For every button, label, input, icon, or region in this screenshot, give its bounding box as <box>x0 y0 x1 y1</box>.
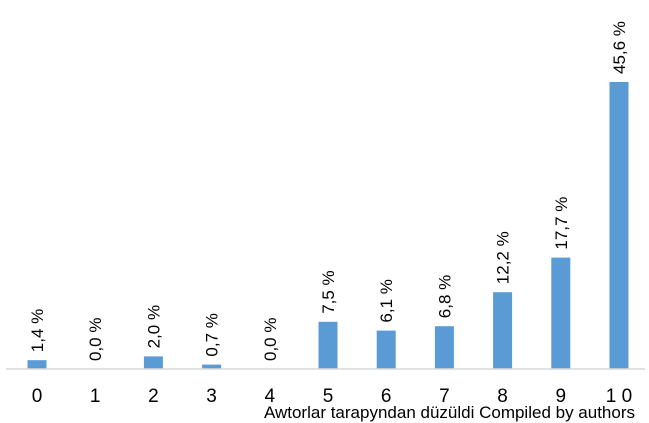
data-label-2: 2,0 % <box>144 305 163 348</box>
x-tick-label-3: 3 <box>206 386 217 407</box>
data-label-1: 0,0 % <box>86 318 105 361</box>
bar-6 <box>376 330 396 369</box>
data-label-7: 6,8 % <box>435 275 454 318</box>
x-tick-label-0: 0 <box>32 386 43 407</box>
data-label-8: 12,2 % <box>494 231 513 284</box>
bar-10 <box>609 82 629 369</box>
bar-0 <box>27 360 47 369</box>
x-tick-label-7: 7 <box>439 386 450 407</box>
bar-9 <box>551 257 571 369</box>
x-tick-label-4: 4 <box>265 386 276 407</box>
bar-5 <box>318 321 338 369</box>
data-label-3: 0,7 % <box>203 313 222 356</box>
data-label-4: 0,0 % <box>261 318 280 361</box>
x-tick-label-2: 2 <box>148 386 159 407</box>
data-label-9: 17,7 % <box>552 197 571 250</box>
x-tick-labels: 0 1 2 3 4 5 6 7 8 9 1 0 <box>32 386 633 407</box>
data-label-10: 45,6 % <box>610 21 629 74</box>
x-tick-label-1: 1 <box>90 386 101 407</box>
x-tick-label-8: 8 <box>497 386 508 407</box>
data-label-6: 6,1 % <box>377 279 396 322</box>
bar-8 <box>493 292 513 369</box>
data-label-5: 7,5 % <box>319 270 338 313</box>
x-tick-label-6: 6 <box>381 386 392 407</box>
bar-2 <box>143 356 163 369</box>
source-note: Awtorlar tarapyndan düzüldi Compiled by … <box>263 403 635 422</box>
bars-group <box>27 82 629 369</box>
x-tick-label-10: 1 0 <box>606 386 632 407</box>
x-tick-label-9: 9 <box>556 386 567 407</box>
x-tick-label-5: 5 <box>323 386 334 407</box>
data-label-0: 1,4 % <box>28 309 47 352</box>
data-labels: 1,4 % 0,0 % 2,0 % 0,7 % 0,0 % 7,5 % 6,1 % 6,8 %… <box>28 21 629 361</box>
bar-3 <box>202 364 222 369</box>
bar-7 <box>434 326 454 369</box>
